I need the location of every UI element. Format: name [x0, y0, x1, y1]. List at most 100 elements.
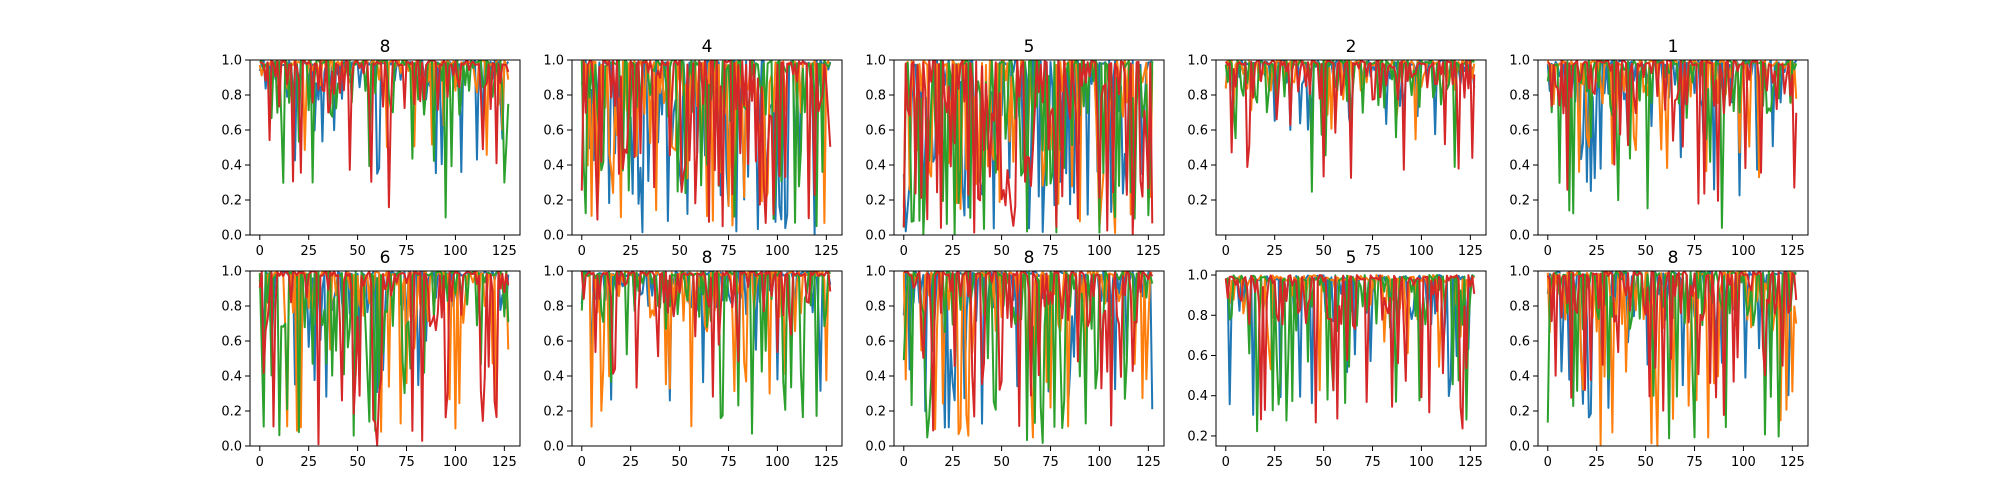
- axes-frame: [1215, 59, 1487, 236]
- y-tick-label: 0.8: [1187, 309, 1208, 324]
- y-tick-label: 1.0: [1187, 269, 1208, 284]
- x-tick-label: 125: [1780, 455, 1805, 470]
- series-group: [902, 271, 1154, 444]
- series-line-3: [1225, 274, 1475, 433]
- series-line-4: [902, 60, 1154, 235]
- subplot-6: 6 0 25 50 75 100 125 0.0 0.2 0.4 0.6 0.8 1.0: [221, 248, 521, 470]
- x-tick-label: 100: [1087, 244, 1112, 259]
- y-tick-label: 0.6: [865, 124, 886, 139]
- y-tick-label: 1.0: [221, 54, 242, 69]
- y-tick-label: 0.8: [865, 89, 886, 104]
- y-tick-label: 1.0: [865, 265, 886, 280]
- y-tick-label: 0.0: [1509, 229, 1530, 244]
- x-tick-label: 100: [443, 244, 468, 259]
- y-tick-label: 1.0: [1509, 265, 1530, 280]
- axes-frame: [249, 59, 521, 236]
- x-tick-label: 75: [398, 455, 415, 470]
- subplot-10: 8 0 25 50 75 100 125 0.0 0.2 0.4 0.6 0.8 1.0: [1509, 248, 1809, 470]
- y-tick-label: 0.8: [543, 89, 564, 104]
- x-tick-label: 50: [993, 244, 1010, 259]
- x-tick-label: 75: [720, 455, 737, 470]
- y-tick-label: 0.6: [221, 335, 242, 350]
- y-tick-label: 0.6: [1509, 124, 1530, 139]
- y-tick-label: 0.6: [1187, 124, 1208, 139]
- x-tick-label: 25: [622, 244, 639, 259]
- x-tick-label: 125: [1458, 455, 1483, 470]
- y-tick-label: 0.0: [543, 229, 564, 244]
- series-line-4: [1546, 271, 1798, 416]
- subplot-7: 8 0 25 50 75 100 125 0.0 0.2 0.4 0.6 0.8 1.0: [543, 248, 843, 470]
- y-tick-label: 0.2: [221, 194, 242, 209]
- y-tick-label: 0.4: [1509, 370, 1530, 385]
- x-tick-label: 75: [1686, 455, 1703, 470]
- x-tick-label: 25: [1588, 244, 1605, 259]
- series-line-4: [259, 60, 510, 209]
- subplot-title: 8: [380, 37, 391, 57]
- x-tick-label: 100: [443, 455, 468, 470]
- y-tick-label: 0.6: [543, 335, 564, 350]
- subplot-8: 8 0 25 50 75 100 125 0.0 0.2 0.4 0.6 0.8 1.0: [865, 248, 1165, 470]
- x-tick-label: 75: [1364, 244, 1381, 259]
- subplot-1: 8 0 25 50 75 100 125 0.0 0.2 0.4 0.6 0.8 1.0: [221, 37, 521, 259]
- y-tick-label: 0.4: [543, 159, 564, 174]
- y-tick-label: 0.6: [865, 335, 886, 350]
- y-tick-label: 0.0: [221, 440, 242, 455]
- y-tick-label: 0.8: [1187, 89, 1208, 104]
- subplot-title: 4: [702, 37, 713, 57]
- y-tick-label: 0.2: [865, 194, 886, 209]
- x-tick-label: 125: [814, 455, 839, 470]
- x-tick-label: 75: [1042, 244, 1059, 259]
- x-tick-label: 0: [256, 455, 264, 470]
- x-tick-label: 50: [671, 455, 688, 470]
- series-group: [1546, 271, 1798, 446]
- x-tick-label: 100: [1409, 244, 1434, 259]
- subplot-5: 1 0 25 50 75 100 125 0.0 0.2 0.4 0.6 0.8 1.0: [1509, 37, 1809, 259]
- x-tick-label: 100: [1409, 455, 1434, 470]
- series-group: [902, 60, 1154, 235]
- x-tick-label: 25: [944, 455, 961, 470]
- subplot-title: 8: [1024, 248, 1035, 268]
- y-tick-label: 0.4: [865, 370, 886, 385]
- subplot-title: 8: [1668, 248, 1679, 268]
- x-tick-label: 125: [1458, 244, 1483, 259]
- x-tick-label: 0: [1222, 455, 1230, 470]
- x-tick-label: 100: [1087, 455, 1112, 470]
- x-tick-label: 25: [300, 455, 317, 470]
- subplot-title: 5: [1346, 248, 1357, 268]
- x-tick-label: 0: [1222, 244, 1230, 259]
- y-tick-label: 0.2: [1187, 194, 1208, 209]
- axes-frame: [1537, 59, 1809, 236]
- x-tick-label: 25: [1266, 244, 1283, 259]
- y-tick-label: 0.8: [1509, 89, 1530, 104]
- x-tick-label: 25: [622, 455, 639, 470]
- x-tick-label: 25: [944, 244, 961, 259]
- y-tick-label: 0.4: [221, 159, 242, 174]
- x-tick-label: 100: [765, 455, 790, 470]
- x-tick-label: 50: [993, 455, 1010, 470]
- x-tick-label: 75: [1364, 455, 1381, 470]
- y-tick-label: 0.8: [543, 300, 564, 315]
- y-tick-label: 0.4: [543, 370, 564, 385]
- y-tick-label: 0.0: [865, 440, 886, 455]
- series-line-4: [903, 271, 1154, 432]
- y-tick-label: 0.0: [221, 229, 242, 244]
- x-tick-label: 75: [1686, 244, 1703, 259]
- x-tick-label: 100: [1731, 455, 1756, 470]
- x-tick-label: 0: [1544, 455, 1552, 470]
- y-tick-label: 1.0: [543, 54, 564, 69]
- series-line-4: [580, 60, 832, 228]
- series-group: [258, 271, 510, 446]
- y-tick-label: 0.4: [1509, 159, 1530, 174]
- y-tick-label: 0.2: [1509, 194, 1530, 209]
- y-tick-label: 0.2: [543, 405, 564, 420]
- series-line-4: [580, 271, 832, 398]
- x-tick-label: 0: [578, 244, 586, 259]
- x-tick-label: 0: [256, 244, 264, 259]
- subplot-title: 6: [380, 248, 391, 268]
- x-tick-label: 75: [720, 244, 737, 259]
- series-line-4: [1224, 60, 1476, 179]
- y-tick-label: 0.4: [221, 370, 242, 385]
